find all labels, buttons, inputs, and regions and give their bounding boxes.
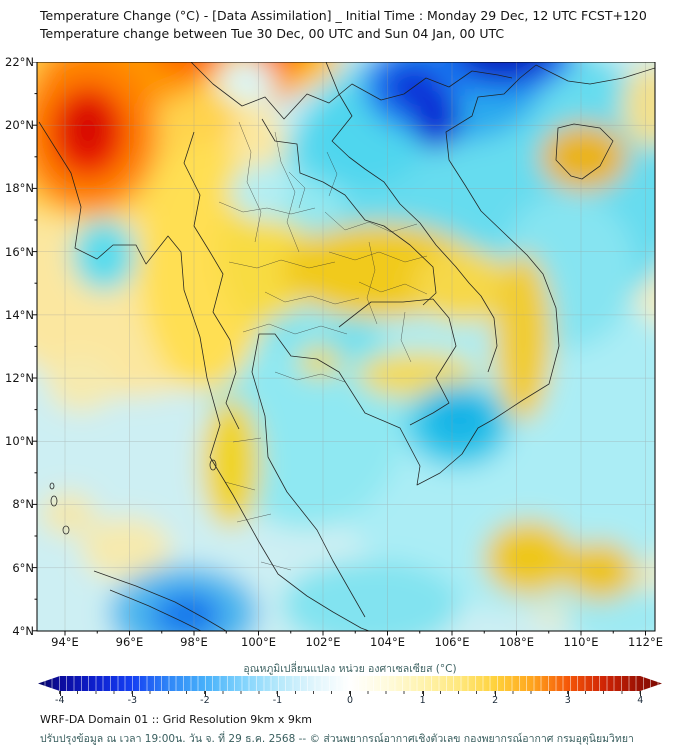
colorbar-tick-label: 1 — [419, 695, 426, 706]
x-axis-label: 110°E — [563, 635, 599, 649]
colorbar-tick-label: 4 — [637, 695, 644, 706]
province-boundaries — [218, 121, 428, 571]
colorbar-tick — [640, 691, 642, 696]
y-axis-label: 10°N — [5, 434, 34, 449]
x-axis-ticks — [64, 631, 646, 636]
x-axis-label: 102°E — [305, 635, 341, 649]
colorbar-tick-label: -4 — [55, 695, 65, 706]
y-axis-label: 6°N — [12, 560, 34, 575]
x-axis-label: 108°E — [499, 635, 534, 649]
y-axis-label: 16°N — [5, 244, 34, 259]
colorbar-tick-label: -3 — [127, 695, 138, 706]
colorbar-tick-label: 2 — [492, 695, 499, 706]
footer-update-info: ปรับปรุงข้อมูล ณ เวลา 19:00น. วัน จ. ที่… — [40, 733, 634, 745]
y-axis-label: 12°N — [5, 371, 34, 386]
colorbar-tick — [59, 691, 61, 696]
x-axis-label: 112°E — [628, 635, 663, 649]
y-axis-label: 8°N — [12, 497, 34, 512]
colorbar-minor-ticks — [59, 691, 641, 694]
y-axis-label: 4°N — [12, 623, 34, 638]
chart-title: Temperature Change (°C) - [Data Assimila… — [40, 8, 647, 23]
x-axis-label: 104°E — [370, 635, 405, 649]
colorbar-tick — [495, 691, 497, 696]
y-axis-label: 14°N — [5, 307, 34, 322]
y-axis-ticks — [32, 62, 37, 632]
x-axis-label: 100°E — [241, 635, 276, 649]
colorbar-ticks: -4 -3 -2 -1 0 1 2 3 4 — [38, 691, 662, 709]
plot-border — [36, 62, 656, 632]
colorbar-tick — [350, 691, 352, 696]
y-axis-label: 18°N — [5, 181, 34, 196]
x-axis-label: 98°E — [180, 635, 208, 649]
colorbar-tick — [277, 691, 279, 696]
x-axis-label: 94°E — [51, 635, 79, 649]
colorbar-tick — [567, 691, 569, 696]
colorbar-title: อุณหภูมิเปลี่ยนแปลง หน่วย องศาเซลเซียส (… — [243, 663, 457, 675]
y-axis-label: 20°N — [5, 118, 34, 133]
x-axis-label: 106°E — [434, 635, 470, 649]
colorbar-tick — [132, 691, 134, 696]
footer-domain-info: WRF-DA Domain 01 :: Grid Resolution 9km … — [40, 713, 312, 726]
colorbar-tick-label: -1 — [272, 695, 283, 706]
colorbar-tick-label: -2 — [200, 695, 210, 706]
colorbar-tick-label: 0 — [347, 695, 354, 706]
colorbar-segment-lines — [38, 676, 662, 691]
chart-subtitle: Temperature change between Tue 30 Dec, 0… — [40, 26, 505, 41]
coastlines — [38, 62, 655, 631]
colorbar-tick-label: 3 — [564, 695, 571, 706]
x-axis-label: 96°E — [115, 635, 144, 649]
temperature-field — [37, 62, 655, 631]
colorbar-tick — [422, 691, 424, 696]
map-plot — [32, 62, 656, 636]
colorbar-tick — [204, 691, 206, 696]
y-axis-label: 22°N — [5, 55, 34, 69]
grid-lines — [37, 62, 655, 631]
